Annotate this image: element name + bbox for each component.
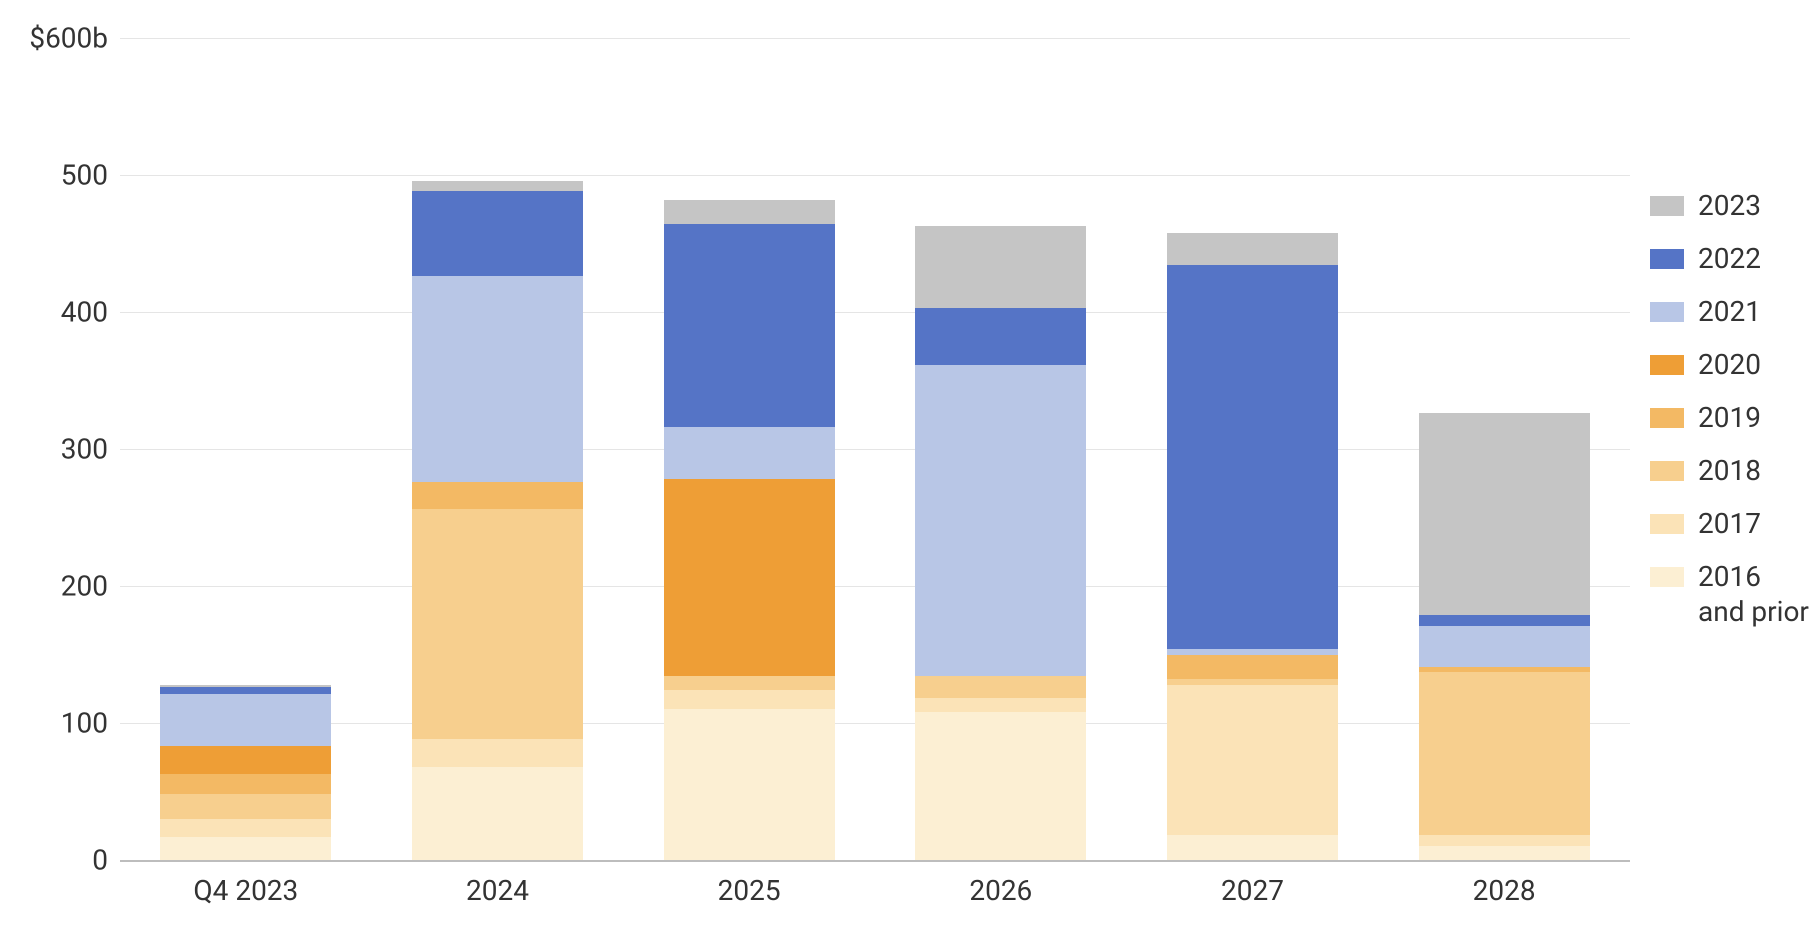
bar-segment-2018 [412, 509, 583, 739]
bar-segment-2018 [160, 794, 331, 819]
legend-label: 2018 [1698, 453, 1761, 488]
x-axis-tick-label: 2025 [718, 860, 781, 907]
legend-item-2019: 2019 [1650, 400, 1809, 435]
bar-group [412, 180, 583, 860]
bar-segment-2017 [664, 690, 835, 709]
y-axis-tick-label: 300 [61, 433, 120, 466]
bar-group [160, 685, 331, 860]
legend-item-2023: 2023 [1650, 188, 1809, 223]
bar-segment-2022 [1419, 615, 1590, 626]
bar-group [664, 200, 835, 860]
x-axis-tick-label: 2027 [1221, 860, 1284, 907]
gridline [120, 312, 1630, 313]
gridline [120, 449, 1630, 450]
legend-label: 2016 and prior [1698, 559, 1809, 629]
bar-segment-2016_and_prior [664, 709, 835, 860]
bar-segment-2023 [915, 226, 1086, 308]
legend-item-2017: 2017 [1650, 506, 1809, 541]
bar-segment-2019 [160, 774, 331, 795]
legend-swatch [1650, 461, 1684, 481]
bar-segment-2021 [1167, 649, 1338, 654]
plot-area: 0100200300400500$600bQ4 2023202420252026… [120, 38, 1630, 862]
bar-segment-2018 [1419, 672, 1590, 835]
bar-segment-2017 [1419, 835, 1590, 846]
y-axis-tick-label: 500 [61, 159, 120, 192]
gridline [120, 723, 1630, 724]
bar-segment-2016_and_prior [412, 767, 583, 860]
bar-group [915, 226, 1086, 860]
y-axis-tick-label: 400 [61, 296, 120, 329]
y-axis-tick-label: $600b [29, 22, 120, 55]
bar-segment-2023 [412, 181, 583, 192]
bar-segment-2016_and_prior [160, 837, 331, 860]
bar-segment-2023 [1167, 233, 1338, 266]
bar-segment-2022 [160, 687, 331, 694]
bar-segment-2021 [664, 427, 835, 479]
bar-segment-2021 [915, 365, 1086, 676]
bar-segment-2017 [160, 819, 331, 837]
bar-segment-2022 [664, 224, 835, 427]
bar-segment-2017 [915, 698, 1086, 712]
legend-label: 2021 [1698, 294, 1761, 329]
gridline [120, 38, 1630, 39]
legend-item-2020: 2020 [1650, 347, 1809, 382]
bar-segment-2017 [1167, 685, 1338, 836]
legend-swatch [1650, 249, 1684, 269]
bar-segment-2016_and_prior [1167, 835, 1338, 860]
legend-label: 2017 [1698, 506, 1761, 541]
bar-segment-2019 [1167, 655, 1338, 680]
bar-segment-2019 [1419, 667, 1590, 672]
x-axis-tick-label: 2024 [466, 860, 529, 907]
legend-label: 2022 [1698, 241, 1761, 276]
legend: 2023 2022 2021 2020 2019 2018 2017 2016 and pri… [1650, 188, 1809, 647]
gridline [120, 586, 1630, 587]
x-axis-tick-label: 2026 [969, 860, 1032, 907]
bar-segment-2018 [664, 676, 835, 690]
bar-segment-2016_and_prior [1419, 846, 1590, 860]
bar-segment-2023 [1419, 413, 1590, 614]
legend-label: 2023 [1698, 188, 1761, 223]
bar-segment-2022 [915, 308, 1086, 366]
bar-segment-2020 [664, 479, 835, 676]
legend-item-2021: 2021 [1650, 294, 1809, 329]
bar-segment-2023 [664, 200, 835, 225]
legend-swatch [1650, 302, 1684, 322]
bar-segment-2021 [160, 694, 331, 746]
bar-segment-2022 [1167, 265, 1338, 649]
bar-segment-2023 [160, 685, 331, 688]
bar-segment-2020 [160, 746, 331, 773]
legend-label: 2020 [1698, 347, 1761, 382]
bar-segment-2021 [1419, 626, 1590, 667]
bar-segment-2018 [1167, 679, 1338, 684]
legend-swatch [1650, 355, 1684, 375]
legend-item-2016_and_prior: 2016 and prior [1650, 559, 1809, 629]
bar-group [1167, 233, 1338, 860]
bar-segment-2017 [412, 739, 583, 766]
bar-segment-2021 [412, 276, 583, 482]
legend-swatch [1650, 196, 1684, 216]
legend-swatch [1650, 514, 1684, 534]
legend-swatch [1650, 408, 1684, 428]
bar-segment-2022 [412, 191, 583, 276]
y-axis-tick-label: 0 [92, 844, 120, 877]
x-axis-tick-label: 2028 [1473, 860, 1536, 907]
y-axis-tick-label: 100 [61, 707, 120, 740]
bar-group [1419, 413, 1590, 860]
stacked-bar-chart: 0 100 200 300 400 500 $600b Q4 2023 2024 2025 2026… [0, 0, 1812, 937]
y-axis-tick-label: 200 [61, 570, 120, 603]
bar-segment-2018 [915, 676, 1086, 698]
legend-item-2018: 2018 [1650, 453, 1809, 488]
legend-item-2022: 2022 [1650, 241, 1809, 276]
bar-segment-2019 [412, 482, 583, 509]
legend-swatch [1650, 567, 1684, 587]
bar-segment-2016_and_prior [915, 712, 1086, 860]
x-axis-tick-label: Q4 2023 [193, 860, 298, 907]
legend-label: 2019 [1698, 400, 1761, 435]
gridline [120, 175, 1630, 176]
